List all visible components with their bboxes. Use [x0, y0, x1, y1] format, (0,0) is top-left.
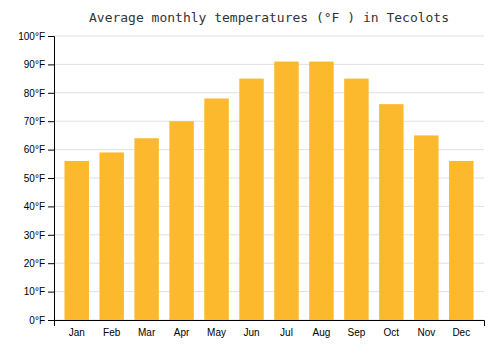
grid-line — [54, 64, 484, 65]
y-tick: 80°F — [24, 88, 54, 99]
y-tick: 0°F — [29, 315, 54, 326]
y-tick-mark — [48, 235, 54, 236]
y-tick-label: 30°F — [24, 230, 45, 241]
x-tick-label: Jan — [69, 327, 85, 338]
y-tick-label: 10°F — [24, 286, 45, 297]
x-tick-label: Dec — [452, 327, 470, 338]
y-tick-mark — [48, 292, 54, 293]
x-tick: Mar — [138, 327, 156, 338]
y-tick-label: 60°F — [24, 144, 45, 155]
grid-line — [54, 92, 484, 93]
bar — [239, 79, 263, 320]
y-tick: 70°F — [24, 116, 54, 127]
x-tick-label: Mar — [138, 327, 156, 338]
y-tick: 20°F — [24, 258, 54, 269]
x-tick-label: Jul — [280, 327, 293, 338]
y-tick: 40°F — [24, 201, 54, 212]
bar — [309, 62, 333, 320]
bar — [414, 135, 438, 320]
x-tick: Feb — [103, 327, 121, 338]
y-tick-mark — [48, 64, 54, 65]
y-tick-label: 80°F — [24, 88, 45, 99]
y-tick-mark — [48, 36, 54, 37]
y-axis: 0°F 10°F 20°F 30°F 40°F 50°F 60°F 70°F 80°F 90°F 1… — [18, 31, 54, 326]
y-tick-mark — [48, 178, 54, 179]
y-tick-mark — [48, 93, 54, 94]
bars — [64, 62, 473, 320]
y-tick: 10°F — [24, 286, 54, 297]
x-tick-label: May — [207, 327, 226, 338]
y-tick-label: 40°F — [24, 201, 45, 212]
x-tick: Jul — [280, 327, 293, 338]
y-tick-label: 50°F — [24, 173, 45, 184]
x-tick: May — [207, 327, 226, 338]
x-tick: Apr — [174, 327, 190, 338]
x-tick: Nov — [417, 327, 435, 338]
plot: 0°F 10°F 20°F 30°F 40°F 50°F 60°F 70°F 80°F 90°F 1… — [18, 31, 484, 338]
bar — [449, 161, 473, 320]
bar — [379, 104, 403, 320]
y-tick-label: 70°F — [24, 116, 45, 127]
x-tick: Oct — [384, 327, 400, 338]
x-tick-label: Aug — [313, 327, 331, 338]
x-tick: Sep — [347, 327, 365, 338]
y-tick-label: 90°F — [24, 59, 45, 70]
x-axis: Jan Feb Mar Apr May Jun Jul Aug Sep Oct Nov Dec — [55, 321, 485, 339]
bar — [274, 62, 298, 320]
bar — [64, 161, 88, 320]
x-tick: Aug — [313, 327, 331, 338]
x-tick-label: Feb — [103, 327, 121, 338]
y-tick: 50°F — [24, 173, 54, 184]
x-axis-line — [55, 321, 485, 327]
grid-line — [54, 36, 484, 37]
grid-line — [54, 121, 484, 122]
x-tick: Jun — [243, 327, 259, 338]
y-tick-mark — [48, 320, 54, 321]
x-tick-label: Sep — [347, 327, 365, 338]
bar — [99, 152, 123, 320]
x-tick-label: Jun — [243, 327, 259, 338]
y-tick: 60°F — [24, 144, 54, 155]
y-tick-label: 20°F — [24, 258, 45, 269]
x-tick-label: Oct — [384, 327, 400, 338]
y-tick: 30°F — [24, 230, 54, 241]
bar — [169, 121, 193, 320]
y-tick-mark — [48, 263, 54, 264]
y-axis-line — [48, 37, 55, 321]
y-tick: 90°F — [24, 59, 54, 70]
grid — [54, 36, 484, 320]
x-tick: Dec — [452, 327, 470, 338]
x-tick-label: Nov — [417, 327, 435, 338]
y-tick-mark — [48, 121, 54, 122]
bar — [204, 98, 228, 320]
y-tick-label: 0°F — [29, 315, 45, 326]
y-tick-label: 100°F — [18, 31, 45, 42]
x-tick-label: Apr — [174, 327, 190, 338]
title: Average monthly temperatures (°F ) in Te… — [89, 10, 449, 25]
y-tick: 100°F — [18, 31, 54, 42]
x-tick: Jan — [69, 327, 85, 338]
y-tick-mark — [48, 150, 54, 151]
y-tick-mark — [48, 206, 54, 207]
bar — [344, 79, 368, 320]
chart: 0°F 10°F 20°F 30°F 40°F 50°F 60°F 70°F 80°F 90°F 1… — [0, 0, 500, 350]
bar — [134, 138, 158, 320]
